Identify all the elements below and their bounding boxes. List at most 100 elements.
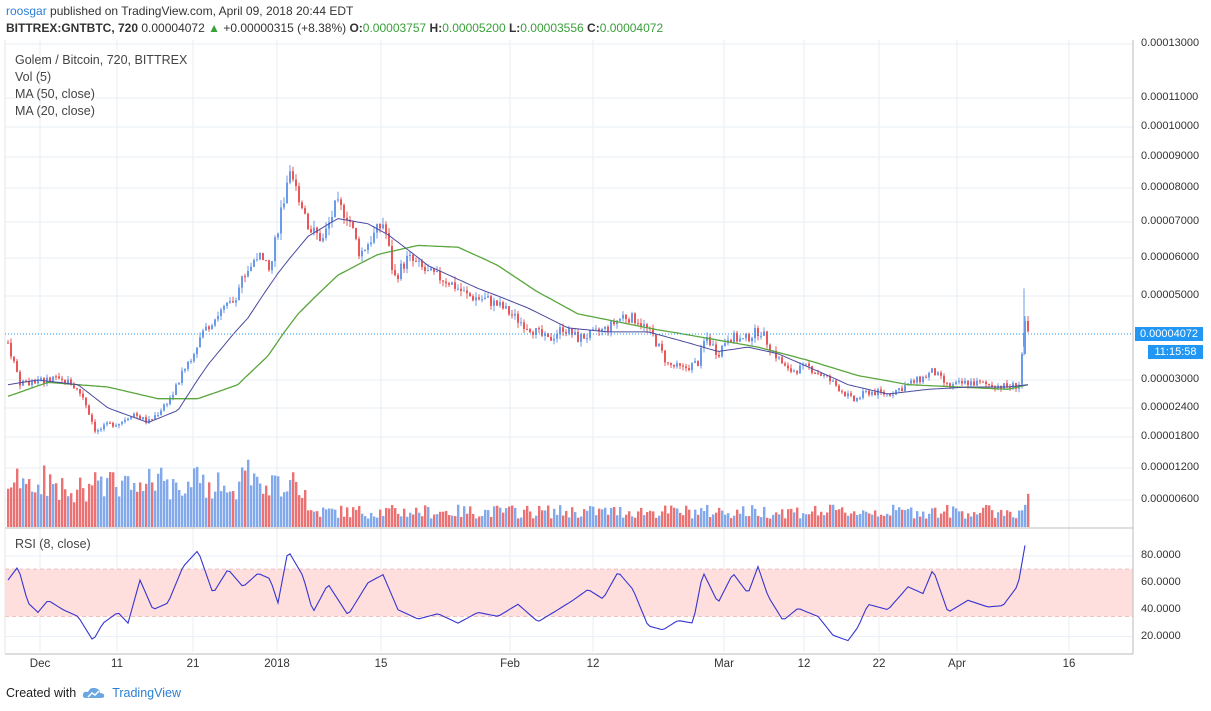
- volume-bar: [280, 496, 283, 527]
- volume-bar: [577, 517, 580, 527]
- volume-bar: [736, 509, 739, 527]
- volume-bar: [247, 459, 250, 527]
- candle: [46, 374, 48, 387]
- candle: [331, 210, 333, 228]
- volume-bar: [442, 511, 445, 527]
- candle: [154, 412, 156, 421]
- candle: [940, 370, 942, 380]
- candle: [424, 264, 426, 275]
- candle: [454, 276, 456, 292]
- volume-bar: [220, 491, 223, 527]
- volume-bar: [64, 489, 67, 527]
- tradingview-link[interactable]: TradingView: [112, 686, 181, 700]
- volume-bar: [691, 518, 694, 527]
- volume-bar: [511, 505, 514, 527]
- volume-bar: [706, 504, 709, 527]
- volume-bar: [820, 511, 823, 527]
- volume-bar: [433, 514, 436, 527]
- volume-bar: [739, 513, 742, 527]
- volume-bar: [361, 513, 364, 527]
- candle: [409, 251, 411, 262]
- candle: [901, 385, 903, 392]
- low-label: L:: [508, 21, 521, 35]
- volume-bar: [430, 518, 433, 527]
- candle: [793, 369, 795, 373]
- volume-bar: [343, 516, 346, 527]
- volume-bar: [871, 514, 874, 527]
- candle: [523, 319, 525, 333]
- volume-bar: [22, 478, 25, 527]
- volume-bar: [952, 506, 955, 527]
- candle: [148, 416, 150, 425]
- volume-bar: [73, 502, 76, 527]
- candle: [376, 223, 378, 239]
- candle: [979, 379, 981, 385]
- candle: [22, 379, 24, 387]
- volume-bar: [460, 516, 463, 527]
- candle: [460, 282, 462, 297]
- legend-volume: Vol (5): [15, 70, 52, 84]
- volume-bar: [928, 513, 931, 527]
- time-tick: 2018: [264, 658, 290, 670]
- candle: [415, 257, 417, 263]
- candle: [766, 330, 768, 349]
- volume-bar: [19, 488, 22, 527]
- candle: [739, 335, 741, 342]
- candle: [850, 390, 852, 398]
- volume-bar: [256, 476, 259, 527]
- author-link[interactable]: roosgar: [6, 4, 47, 18]
- high-label: H:: [429, 21, 443, 35]
- candle: [835, 379, 837, 387]
- low-value: 0.00003556: [520, 21, 584, 35]
- candle: [256, 253, 258, 262]
- candle: [598, 327, 600, 336]
- candle: [733, 330, 735, 345]
- open-value: 0.00003757: [362, 21, 427, 35]
- volume-bar: [700, 508, 703, 527]
- candle: [7, 339, 9, 344]
- volume-bar: [250, 485, 253, 527]
- volume-bar: [742, 506, 745, 527]
- volume-bar: [670, 505, 673, 527]
- candle: [373, 226, 375, 245]
- volume-bar: [661, 511, 664, 527]
- volume-bar: [787, 509, 790, 527]
- volume-bar: [208, 482, 211, 527]
- candle: [658, 343, 660, 347]
- price-tick: 0.00001200: [1141, 461, 1200, 473]
- candle: [196, 347, 198, 359]
- rsi-tick: 60.0000: [1141, 575, 1181, 588]
- volume-bar: [214, 491, 217, 527]
- volume-bar: [415, 507, 418, 527]
- volume-bar: [88, 483, 91, 527]
- candle: [859, 396, 861, 401]
- candle: [307, 212, 309, 230]
- volume-bar: [463, 506, 466, 527]
- candle: [109, 421, 111, 425]
- volume-bar: [334, 509, 337, 527]
- volume-bar: [25, 483, 28, 527]
- candle: [865, 389, 867, 394]
- candle: [493, 297, 495, 312]
- candle: [490, 294, 492, 310]
- price-tick: 0.00005000: [1141, 289, 1200, 301]
- volume-bar: [277, 476, 280, 527]
- volume-bar: [625, 514, 628, 527]
- volume-bar: [721, 510, 724, 527]
- candle: [88, 404, 90, 415]
- candle: [247, 265, 249, 278]
- volume-bars: [7, 459, 1030, 527]
- volume-bar: [547, 505, 550, 527]
- volume-bar: [259, 483, 262, 527]
- candle: [571, 328, 573, 338]
- time-tick: 11: [111, 658, 123, 670]
- legend-symbol: Golem / Bitcoin, 720, BITTREX: [15, 53, 188, 67]
- time-tick: 22: [872, 658, 886, 670]
- volume-bar: [973, 512, 976, 527]
- candle: [259, 252, 261, 261]
- candle: [931, 368, 933, 373]
- candle: [340, 197, 342, 211]
- volume-bar: [265, 485, 268, 527]
- volume-bar: [652, 511, 655, 527]
